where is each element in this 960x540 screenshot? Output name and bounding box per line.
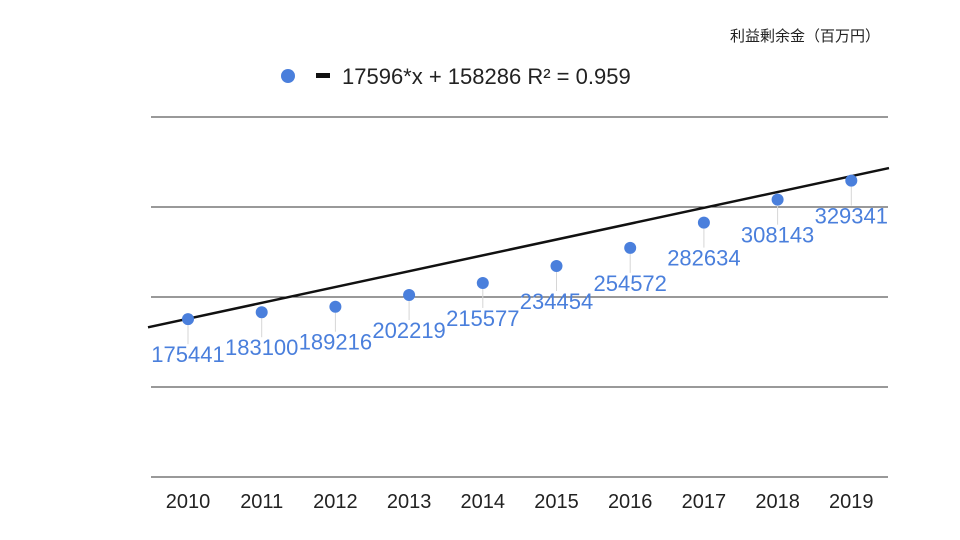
- data-label: 282634: [667, 246, 740, 271]
- legend-trendline-icon: [316, 73, 330, 78]
- x-tick-label: 2018: [755, 491, 800, 513]
- data-point: [329, 300, 342, 313]
- data-label-leaders: [187, 186, 852, 345]
- x-tick-label: 2017: [682, 491, 727, 513]
- data-label: 254572: [593, 271, 666, 296]
- chart-title: 利益剰余金（百万円）: [730, 27, 880, 45]
- trendline: [147, 166, 890, 329]
- data-point: [697, 216, 710, 229]
- x-tick-label: 2010: [166, 491, 211, 513]
- legend-marker-icon: [281, 69, 295, 83]
- data-point: [771, 193, 784, 206]
- x-tick-label: 2016: [608, 491, 653, 513]
- x-tick-label: 2015: [534, 491, 579, 513]
- data-point: [624, 241, 637, 254]
- data-point: [403, 289, 416, 302]
- data-label: 175441: [151, 342, 224, 367]
- data-label: 308143: [741, 223, 814, 248]
- trendline-layer: [147, 166, 890, 329]
- legend-trendline-label: 17596*x + 158286 R² = 0.959: [342, 64, 631, 89]
- data-point: [550, 259, 563, 272]
- data-label: 234454: [520, 289, 593, 314]
- data-label: 202219: [372, 318, 445, 343]
- x-tick-label: 2014: [461, 491, 506, 513]
- x-tick-label: 2012: [313, 491, 358, 513]
- x-axis-ticks: 2010 2011 2012 2013 2014 2015 2016 2017 2018 2019: [166, 491, 874, 513]
- gridlines: [151, 116, 888, 478]
- data-label: 215577: [446, 306, 519, 331]
- legend: 17596*x + 158286 R² = 0.959: [281, 64, 631, 89]
- data-point: [476, 276, 489, 289]
- data-points: [182, 174, 858, 326]
- x-tick-label: 2019: [829, 491, 874, 513]
- data-label: 189216: [299, 330, 372, 355]
- x-tick-label: 2013: [387, 491, 432, 513]
- data-labels: 175441 183100 189216 202219 2155772344542545…: [151, 204, 888, 368]
- data-label: 329341: [815, 204, 888, 229]
- data-point: [255, 306, 268, 319]
- x-tick-label: 2011: [240, 491, 283, 513]
- data-label: 183100: [225, 335, 298, 360]
- data-point: [845, 174, 858, 187]
- data-point: [182, 313, 194, 326]
